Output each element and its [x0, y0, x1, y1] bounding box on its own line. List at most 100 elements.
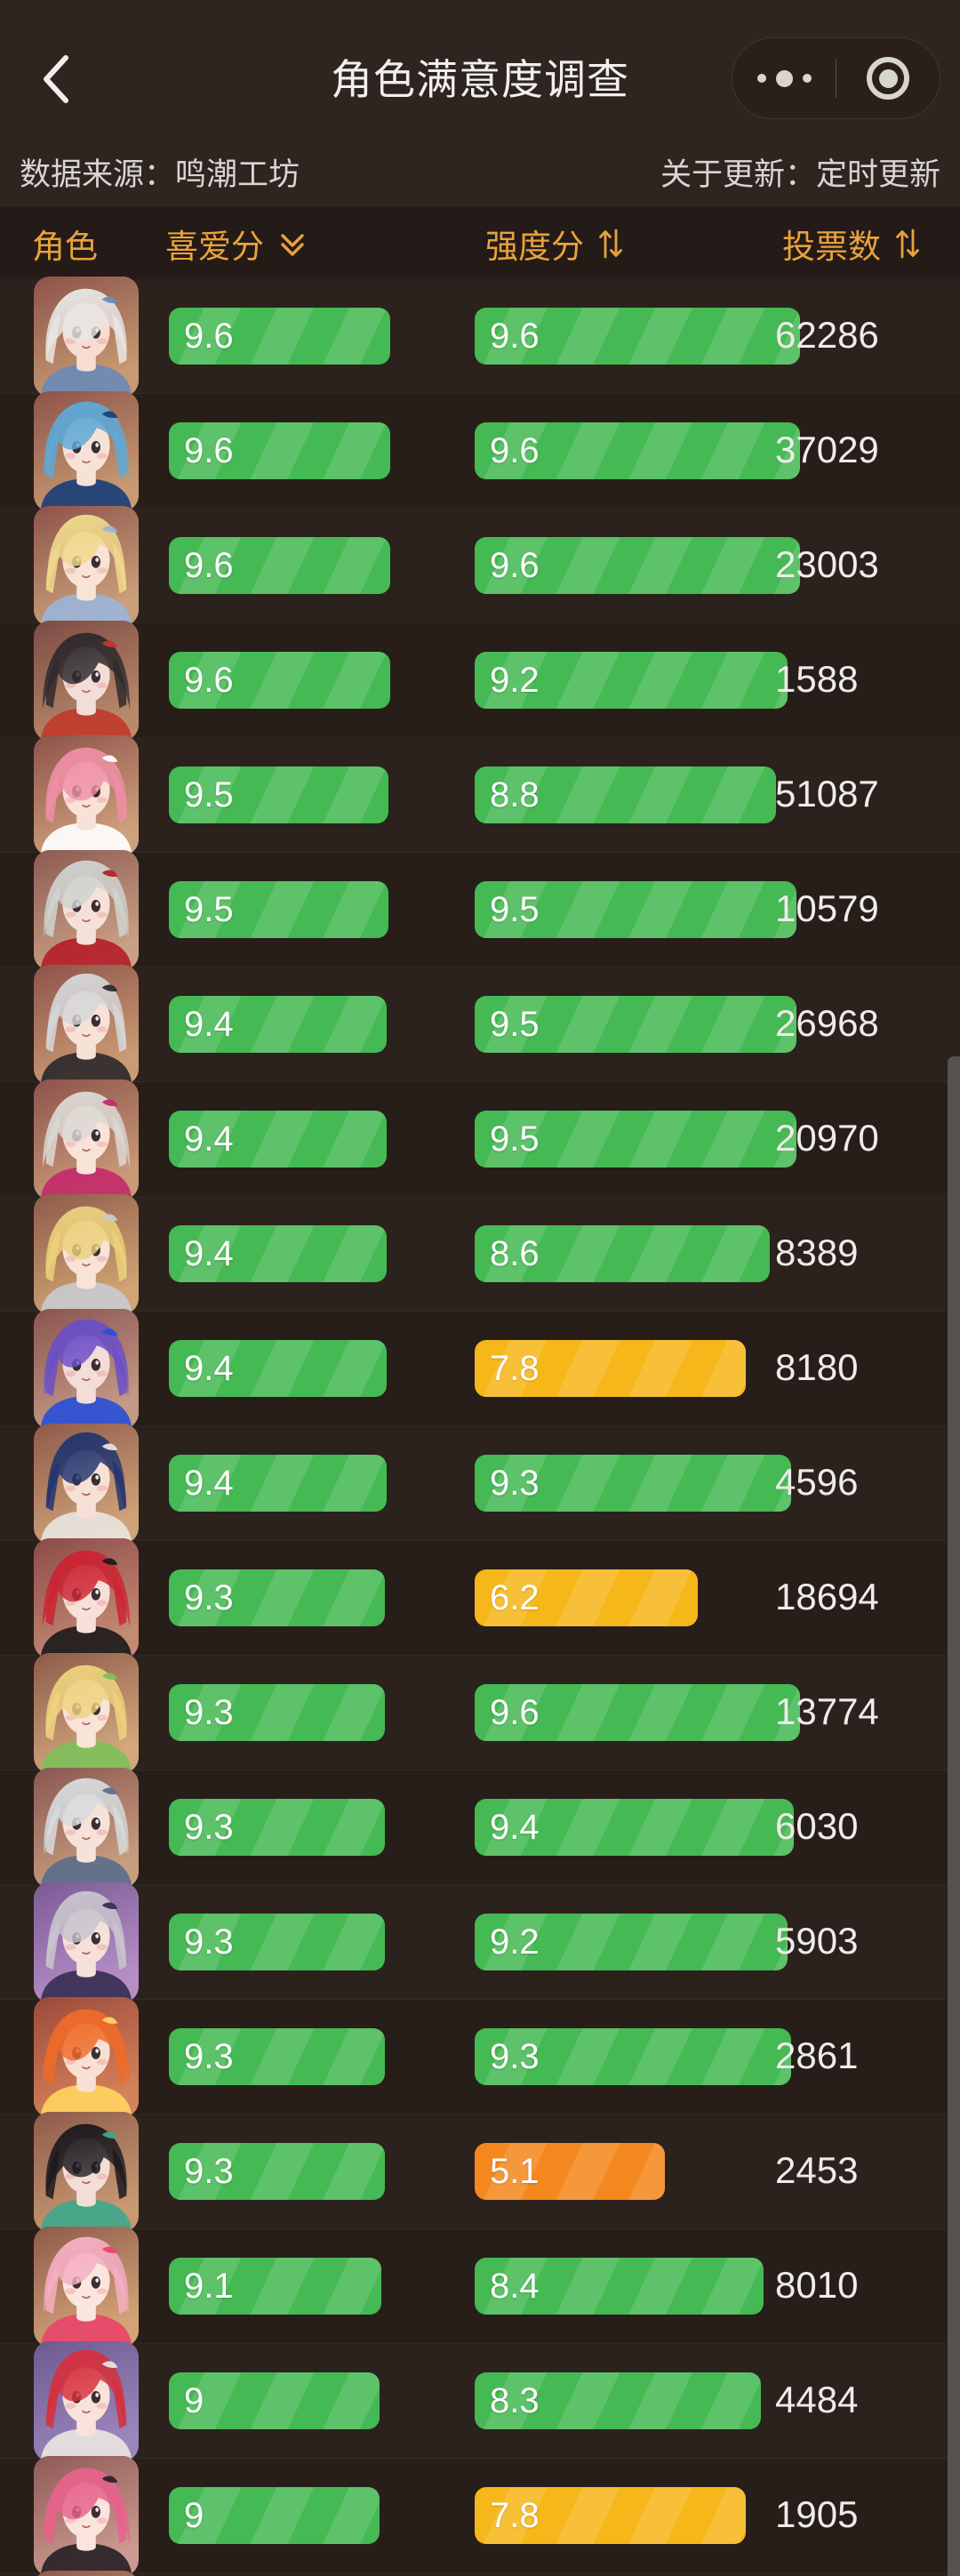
- table-row-partial[interactable]: [0, 2571, 960, 2576]
- table-row[interactable]: 9.3 9.4 6030: [0, 1768, 960, 1888]
- power-score-value: 6.2: [490, 1577, 540, 1617]
- favorite-score-value: 9.6: [184, 430, 234, 470]
- table-row[interactable]: 9.3 9.2 5903: [0, 1882, 960, 2002]
- favorite-score-value: 9.5: [184, 774, 234, 815]
- table-row[interactable]: 9 8.3 4484: [0, 2341, 960, 2461]
- power-score-value: 9.2: [490, 660, 540, 700]
- column-favorite-score[interactable]: 喜爱分: [165, 207, 308, 280]
- back-button[interactable]: [32, 52, 78, 107]
- favorite-score-value: 9.4: [184, 1004, 234, 1044]
- vote-count-value: 5903: [775, 1920, 859, 1962]
- table-row[interactable]: 9.5 8.8 51087: [0, 735, 960, 855]
- table-row[interactable]: 9.4 9.3 4596: [0, 1424, 960, 1544]
- character-avatar[interactable]: [34, 506, 139, 626]
- bar-stripes: [169, 1455, 387, 1512]
- table-row[interactable]: 9.6 9.6 37029: [0, 391, 960, 511]
- vote-count-value: 4484: [775, 2379, 859, 2420]
- character-avatar[interactable]: [34, 850, 139, 970]
- table-row[interactable]: 9.5 9.5 10579: [0, 850, 960, 970]
- favorite-score-bar: 9: [169, 2487, 380, 2544]
- character-avatar[interactable]: [34, 1997, 139, 2117]
- table-row[interactable]: 9.6 9.2 1588: [0, 621, 960, 741]
- favorite-score-value: 9.4: [184, 1348, 234, 1388]
- power-score-cell: 9.6: [475, 308, 800, 365]
- favorite-score-value: 9.3: [184, 1577, 234, 1617]
- character-avatar[interactable]: [34, 391, 139, 511]
- favorite-score-cell: 9.1: [169, 2258, 381, 2315]
- bar-stripes: [169, 2487, 380, 2544]
- favorite-score-bar: 9.4: [169, 1340, 387, 1397]
- character-avatar[interactable]: [34, 2112, 139, 2232]
- character-avatar[interactable]: [34, 965, 139, 1085]
- meta-bar: 数据来源：鸣潮工坊 关于更新：定时更新: [0, 144, 960, 206]
- character-avatar[interactable]: [34, 2456, 139, 2576]
- table-row[interactable]: 9.4 9.5 20970: [0, 1079, 960, 1200]
- character-avatar[interactable]: [34, 1768, 139, 1888]
- character-avatar[interactable]: [34, 621, 139, 741]
- bar-stripes: [475, 1111, 796, 1168]
- vertical-scrollbar[interactable]: [948, 1056, 960, 2576]
- more-menu-button[interactable]: [732, 38, 836, 118]
- table-row[interactable]: 9.3 9.6 13774: [0, 1653, 960, 1773]
- power-score-value: 7.8: [490, 2495, 540, 2535]
- navigation-bar: 角色满意度调查: [0, 0, 960, 144]
- favorite-score-cell: 9.6: [169, 422, 390, 479]
- favorite-score-cell: 9.4: [169, 1225, 387, 1282]
- favorite-score-bar: 9.3: [169, 1569, 385, 1626]
- bar-stripes: [169, 2028, 385, 2085]
- character-avatar[interactable]: [34, 1309, 139, 1429]
- bar-stripes: [169, 1225, 387, 1282]
- power-score-value: 9.3: [490, 2036, 540, 2076]
- column-character[interactable]: 角色: [32, 207, 98, 280]
- character-avatar[interactable]: [34, 1424, 139, 1544]
- power-score-bar: 9.3: [475, 1455, 791, 1512]
- character-avatar[interactable]: [34, 1079, 139, 1200]
- vote-count-value: 51087: [775, 773, 879, 815]
- bar-stripes: [475, 1684, 800, 1741]
- character-avatar[interactable]: [34, 735, 139, 855]
- character-avatar[interactable]: [34, 2341, 139, 2461]
- table-row[interactable]: 9.4 9.5 26968: [0, 965, 960, 1085]
- table-row[interactable]: 9.4 7.8 8180: [0, 1309, 960, 1429]
- favorite-score-bar: 9.4: [169, 996, 387, 1053]
- close-miniprogram-button[interactable]: [836, 38, 940, 118]
- favorite-score-cell: 9.4: [169, 996, 387, 1053]
- table-row[interactable]: 9.4 8.6 8389: [0, 1194, 960, 1314]
- table-row[interactable]: 9.3 6.2 18694: [0, 1538, 960, 1658]
- bar-stripes: [475, 652, 788, 709]
- vote-count-value: 13774: [775, 1690, 879, 1732]
- table-row[interactable]: 9.3 9.3 2861: [0, 1997, 960, 2117]
- power-score-cell: 9.6: [475, 422, 800, 479]
- bar-stripes: [475, 996, 796, 1053]
- power-score-value: 9.5: [490, 889, 540, 929]
- character-avatar[interactable]: [34, 2227, 139, 2347]
- table-row[interactable]: 9.6 9.6 23003: [0, 506, 960, 626]
- table-row[interactable]: 9.3 5.1 2453: [0, 2112, 960, 2232]
- power-score-bar: 9.5: [475, 1111, 796, 1168]
- favorite-score-cell: 9.6: [169, 652, 390, 709]
- favorite-score-value: 9.4: [184, 1233, 234, 1273]
- column-power-score[interactable]: 强度分: [485, 207, 625, 280]
- character-avatar[interactable]: [34, 1653, 139, 1773]
- power-score-cell: 9.5: [475, 1111, 796, 1168]
- character-avatar[interactable]: [34, 277, 139, 397]
- character-avatar[interactable]: [34, 2571, 139, 2576]
- character-avatar[interactable]: [34, 1538, 139, 1658]
- table-row[interactable]: 9.1 8.4 8010: [0, 2227, 960, 2347]
- character-avatar[interactable]: [34, 1882, 139, 2002]
- favorite-score-value: 9.6: [184, 545, 234, 585]
- character-avatar[interactable]: [34, 1194, 139, 1314]
- favorite-score-bar: 9.5: [169, 766, 388, 823]
- bar-stripes: [169, 422, 390, 479]
- favorite-score-cell: 9.3: [169, 1799, 385, 1856]
- bar-stripes: [475, 537, 800, 594]
- power-score-value: 9.4: [490, 1807, 540, 1847]
- column-votes[interactable]: 投票数: [782, 207, 922, 280]
- power-score-bar: 5.1: [475, 2143, 665, 2200]
- vote-count-value: 8180: [775, 1346, 859, 1388]
- table-row[interactable]: 9 7.8 1905: [0, 2456, 960, 2576]
- bar-stripes: [475, 308, 800, 365]
- favorite-score-value: 9.4: [184, 1119, 234, 1159]
- bar-stripes: [475, 2028, 791, 2085]
- table-row[interactable]: 9.6 9.6 62286: [0, 277, 960, 397]
